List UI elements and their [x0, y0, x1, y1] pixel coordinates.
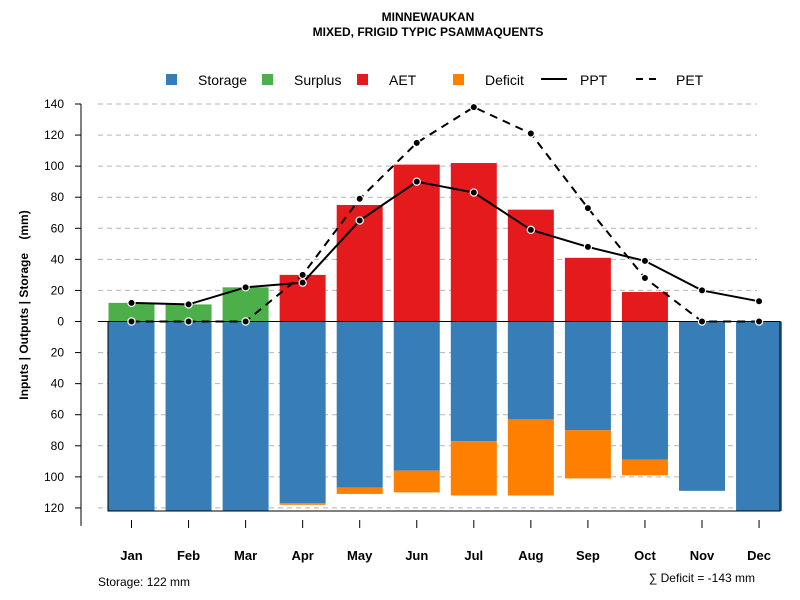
bar-storage-jan [108, 321, 155, 512]
ppt-point-oct [640, 256, 650, 266]
series-lines [127, 102, 764, 326]
bar-surplus-jan [108, 302, 155, 322]
y-axis-label: Inputs | Outputs | Storage (mm) [17, 210, 31, 399]
bar-storage-nov [679, 321, 725, 491]
y-tick-label: 100 [44, 470, 64, 484]
ppt-point-apr [298, 278, 307, 287]
y-tick-label: 20 [51, 283, 65, 297]
y-tick-label: 40 [51, 252, 65, 266]
bar-deficit-may [336, 487, 383, 494]
bar-storage-sep [564, 321, 611, 431]
bar-storage-jul [450, 321, 497, 442]
legend-storage-swatch [166, 74, 177, 85]
bar-deficit-aug [507, 419, 554, 496]
storage-note: Storage: 122 mm [98, 575, 190, 589]
bar-surplus-mar [222, 287, 269, 322]
y-tick-label: 100 [44, 159, 64, 173]
bar-storage-mar [222, 321, 269, 512]
ppt-line [131, 180, 760, 306]
ppt-point-dec [754, 297, 764, 306]
legend-ppt-label: PPT [580, 72, 608, 88]
bars [98, 163, 783, 512]
y-tick-label: 20 [51, 346, 65, 360]
x-tick-label-nov: Nov [690, 548, 715, 563]
ppt-point-mar [241, 283, 250, 292]
pet-point-nov [697, 317, 707, 326]
pet-point-jul [469, 102, 478, 112]
bar-aet-jun [393, 164, 440, 322]
y-tick-label: 0 [57, 315, 64, 329]
ppt-point-jul [469, 188, 478, 197]
pet-point-sep [583, 203, 593, 213]
ppt-point-jun [412, 177, 421, 186]
y-tick-label: 60 [51, 408, 65, 422]
bar-storage-may [336, 321, 383, 488]
ppt-point-jan [127, 298, 136, 308]
x-tick-label-jan: Jan [120, 548, 142, 563]
bar-deficit-jul [450, 441, 497, 496]
bar-storage-apr [279, 321, 326, 504]
ppt-point-may [355, 216, 364, 225]
y-tick-label: 120 [44, 501, 64, 515]
pet-point-apr [298, 270, 307, 280]
bar-deficit-apr [279, 503, 326, 505]
x-tick-label-apr: Apr [291, 548, 313, 563]
y-tick-label: 140 [44, 97, 64, 111]
legend-aet-label: AET [389, 72, 417, 88]
x-tick-label-sep: Sep [576, 548, 600, 563]
bar-deficit-oct [621, 459, 668, 476]
ppt-point-feb [184, 300, 193, 309]
chart-title: MINNEWAUKAN [382, 10, 475, 24]
x-tick-label-aug: Aug [518, 548, 543, 563]
legend-aet-swatch [357, 74, 368, 85]
bar-storage-dec [736, 321, 783, 512]
pet-point-may [355, 194, 364, 203]
pet-point-oct [640, 273, 650, 283]
legend-deficit-label: Deficit [485, 72, 524, 88]
chart-subtitle: MIXED, FRIGID TYPIC PSAMMAQUENTS [313, 25, 544, 39]
legend: Storage Surplus AET Deficit PPT PET [166, 72, 704, 88]
pet-point-aug [526, 129, 536, 138]
y-tick-label: 40 [51, 377, 65, 391]
bar-storage-oct [621, 321, 668, 460]
pet-point-jan [127, 317, 136, 326]
pet-line [131, 105, 760, 323]
ppt-point-nov [697, 286, 707, 295]
legend-pet-label: PET [676, 72, 704, 88]
x-tick-label-oct: Oct [634, 548, 656, 563]
pet-point-jun [412, 138, 421, 148]
ppt-point-aug [526, 225, 536, 235]
x-tick-label-jul: Jul [464, 548, 483, 563]
y-tick-label: 120 [44, 128, 64, 142]
x-tick-label-feb: Feb [177, 548, 200, 563]
legend-surplus-swatch [262, 74, 273, 85]
bar-surplus-feb [165, 304, 212, 322]
bar-aet-oct [621, 291, 668, 322]
legend-deficit-swatch [453, 74, 464, 85]
deficit-note: ∑ Deficit = -143 mm [649, 571, 755, 585]
bar-deficit-jun [393, 470, 440, 493]
legend-storage-label: Storage [198, 72, 247, 88]
x-tick-label-jun: Jun [405, 548, 428, 563]
bar-storage-jun [393, 321, 440, 471]
bar-storage-aug [507, 321, 554, 420]
pet-point-dec [754, 317, 764, 326]
x-tick-label-dec: Dec [747, 548, 771, 563]
x-axis: Jan Feb Mar Apr May Jun Jul Aug Sep Oct Nov Dec [120, 520, 771, 563]
bar-deficit-sep [564, 430, 611, 479]
y-tick-label: 80 [51, 439, 65, 453]
bar-storage-feb [165, 321, 212, 512]
pet-point-feb [184, 317, 193, 326]
x-tick-label-mar: Mar [234, 548, 257, 563]
y-axis: 140 120 100 80 60 40 20 0 20 40 60 80 100 120 [44, 97, 82, 526]
bar-aet-sep [564, 257, 611, 322]
x-tick-label-may: May [347, 548, 373, 563]
ppt-point-sep [583, 242, 593, 252]
pet-point-mar [241, 317, 250, 326]
legend-surplus-label: Surplus [294, 72, 341, 88]
bar-aet-jul [450, 163, 497, 322]
y-tick-label: 80 [51, 190, 65, 204]
y-tick-label: 60 [51, 221, 65, 235]
